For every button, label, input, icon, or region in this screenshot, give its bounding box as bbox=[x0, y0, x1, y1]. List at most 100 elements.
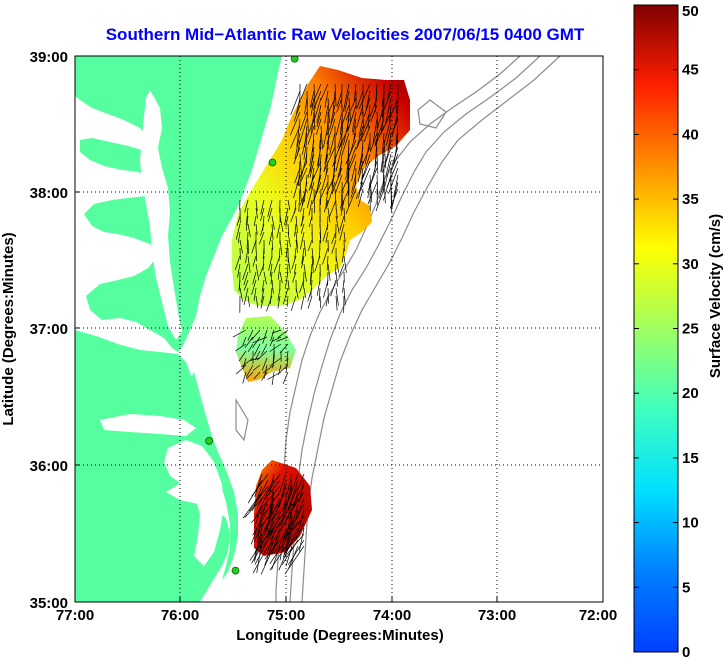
velocity-vector bbox=[307, 295, 313, 309]
velocity-vector bbox=[246, 364, 254, 377]
velocity-vector bbox=[383, 118, 392, 144]
x-axis-label: Longitude (Degrees:Minutes) bbox=[236, 627, 444, 644]
velocity-vector bbox=[328, 97, 336, 114]
velocity-vector bbox=[360, 146, 371, 170]
velocity-vector bbox=[287, 491, 305, 517]
velocity-vector bbox=[352, 118, 357, 135]
velocity-vector bbox=[269, 357, 282, 367]
velocity-vector bbox=[261, 279, 265, 293]
velocity-vector bbox=[285, 527, 299, 555]
velocity-vector bbox=[356, 90, 364, 108]
velocity-vector bbox=[310, 83, 322, 109]
velocity-vector bbox=[385, 97, 392, 125]
x-tick-label: 75:00 bbox=[267, 607, 305, 624]
velocity-vector bbox=[269, 343, 282, 352]
velocity-vector bbox=[261, 343, 268, 355]
velocity-vector bbox=[247, 343, 254, 352]
velocity-vector bbox=[279, 239, 283, 256]
velocity-vector bbox=[386, 83, 392, 102]
velocity-vector bbox=[253, 371, 261, 380]
velocity-vector bbox=[310, 263, 313, 281]
velocity-vector bbox=[387, 132, 392, 152]
velocity-vector bbox=[391, 118, 399, 135]
velocity-vector bbox=[285, 215, 289, 227]
velocity-vector bbox=[337, 125, 350, 152]
velocity-vector bbox=[300, 83, 308, 99]
plot-frame bbox=[74, 55, 604, 603]
velocity-vector bbox=[341, 247, 345, 263]
velocity-vector bbox=[295, 215, 298, 234]
velocity-vector bbox=[269, 545, 287, 571]
velocity-vector bbox=[335, 146, 343, 172]
velocity-vector bbox=[232, 329, 247, 338]
colorbar-ticks: 0 5 10 15 20 25 30 35 40 45 50 bbox=[634, 3, 699, 659]
velocity-vector bbox=[301, 132, 308, 155]
velocity-vector bbox=[327, 207, 331, 223]
chart-title: Southern Mid−Atlantic Raw Velocities 200… bbox=[106, 25, 585, 44]
velocity-vector bbox=[368, 167, 378, 190]
colorbar-tick-label: 20 bbox=[682, 385, 699, 402]
velocity-vector bbox=[318, 132, 322, 150]
velocity-vector bbox=[335, 295, 338, 311]
velocity-vector bbox=[318, 287, 321, 301]
velocity-vector bbox=[307, 125, 315, 145]
velocity-vector bbox=[316, 111, 322, 127]
velocity-vector bbox=[305, 118, 315, 142]
velocity-vector bbox=[268, 485, 275, 515]
velocity-vector bbox=[310, 167, 315, 190]
velocity-vectors bbox=[232, 83, 399, 575]
velocity-vector bbox=[339, 215, 345, 231]
velocity-vector bbox=[395, 90, 399, 114]
land-north-carolina bbox=[75, 330, 230, 602]
velocity-vector bbox=[303, 139, 308, 160]
radar-station-marker bbox=[290, 56, 299, 63]
velocity-vector bbox=[351, 160, 357, 182]
colorbar-tick-label: 10 bbox=[682, 515, 699, 532]
velocity-vector bbox=[384, 160, 392, 187]
velocity-vector bbox=[269, 336, 275, 347]
velocity-vector bbox=[272, 533, 281, 554]
velocity-vector bbox=[261, 371, 268, 381]
velocity-vector bbox=[258, 231, 265, 245]
velocity-vector bbox=[325, 295, 329, 307]
velocity-vector bbox=[322, 247, 329, 265]
velocity-vector bbox=[244, 199, 249, 213]
velocity-vector bbox=[301, 181, 308, 205]
velocity-vector bbox=[383, 174, 386, 204]
velocity-vector bbox=[298, 188, 301, 212]
velocity-vector bbox=[320, 125, 323, 150]
velocity-vector bbox=[341, 132, 350, 155]
velocity-vector bbox=[294, 223, 297, 237]
velocity-vector bbox=[266, 533, 275, 554]
velocity-vector bbox=[245, 207, 249, 225]
velocity-vector bbox=[388, 167, 399, 194]
x-tick-label: 72:00 bbox=[579, 607, 617, 624]
velocity-vector bbox=[323, 279, 329, 298]
y-tick-label: 39:00 bbox=[30, 49, 68, 66]
velocity-vector bbox=[275, 485, 287, 512]
velocity-vector bbox=[331, 167, 336, 186]
velocity-vector bbox=[245, 215, 249, 231]
velocity-vector bbox=[251, 503, 269, 523]
velocity-vector bbox=[335, 207, 338, 219]
velocity-vector bbox=[279, 343, 289, 354]
velocity-vector bbox=[395, 125, 399, 144]
velocity-vector bbox=[267, 503, 287, 532]
velocity-vector bbox=[292, 515, 305, 531]
velocity-vector bbox=[260, 295, 265, 309]
velocity-vector bbox=[252, 336, 268, 344]
velocity-vector bbox=[255, 199, 258, 211]
velocity-vector bbox=[303, 239, 307, 257]
velocity-vector bbox=[247, 255, 251, 273]
velocity-vector bbox=[271, 336, 282, 342]
chesapeake-bay bbox=[140, 90, 182, 340]
velocity-vector bbox=[391, 181, 399, 209]
velocity-vector bbox=[341, 174, 350, 192]
velocity-vector bbox=[267, 521, 287, 549]
velocity-vector bbox=[306, 104, 309, 132]
velocity-vector bbox=[327, 97, 330, 123]
y-tick-label: 36:00 bbox=[30, 458, 68, 475]
velocity-vector bbox=[390, 153, 399, 174]
velocity-vector bbox=[340, 188, 343, 211]
velocity-vector bbox=[283, 509, 299, 539]
